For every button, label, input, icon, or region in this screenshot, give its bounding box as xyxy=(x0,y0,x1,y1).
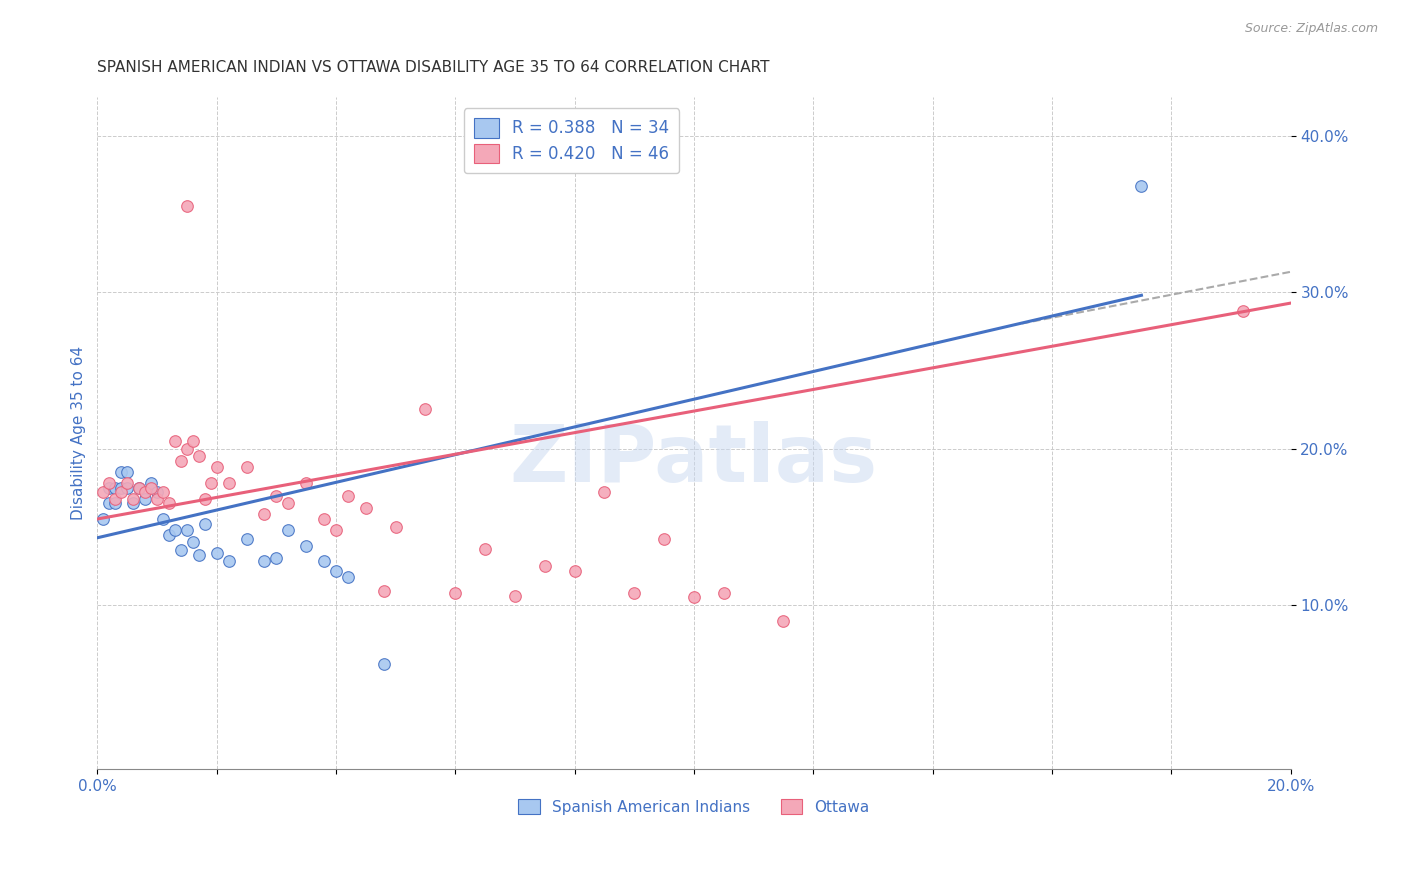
Point xyxy=(683,591,706,605)
Point xyxy=(564,564,586,578)
Point xyxy=(128,481,150,495)
Point xyxy=(157,496,180,510)
Point xyxy=(325,523,347,537)
Point xyxy=(152,512,174,526)
Point xyxy=(110,481,132,495)
Point xyxy=(98,475,121,490)
Point xyxy=(277,523,299,537)
Point xyxy=(205,546,228,560)
Point xyxy=(266,489,288,503)
Point xyxy=(91,485,114,500)
Point xyxy=(772,614,794,628)
Point xyxy=(176,442,198,456)
Point xyxy=(176,199,198,213)
Point xyxy=(146,485,169,500)
Point xyxy=(98,481,121,495)
Point xyxy=(218,554,240,568)
Point xyxy=(152,485,174,500)
Point xyxy=(336,570,359,584)
Point xyxy=(176,523,198,537)
Point xyxy=(134,485,156,500)
Point xyxy=(503,589,526,603)
Point xyxy=(194,516,217,531)
Point xyxy=(110,485,132,500)
Point xyxy=(295,475,318,490)
Point xyxy=(187,548,209,562)
Point xyxy=(128,481,150,495)
Point xyxy=(181,434,204,448)
Point xyxy=(533,558,555,573)
Point xyxy=(652,533,675,547)
Point xyxy=(253,554,276,568)
Text: Source: ZipAtlas.com: Source: ZipAtlas.com xyxy=(1244,22,1378,36)
Point xyxy=(134,491,156,506)
Text: SPANISH AMERICAN INDIAN VS OTTAWA DISABILITY AGE 35 TO 64 CORRELATION CHART: SPANISH AMERICAN INDIAN VS OTTAWA DISABI… xyxy=(97,60,770,75)
Legend: Spanish American Indians, Ottawa: Spanish American Indians, Ottawa xyxy=(510,791,877,822)
Point xyxy=(194,491,217,506)
Point xyxy=(200,475,222,490)
Point xyxy=(1130,178,1153,193)
Point xyxy=(277,496,299,510)
Point xyxy=(98,496,121,510)
Point xyxy=(104,491,127,506)
Point xyxy=(1232,304,1254,318)
Point xyxy=(593,485,616,500)
Point xyxy=(115,465,138,479)
Point xyxy=(235,533,257,547)
Point xyxy=(312,554,335,568)
Point xyxy=(218,475,240,490)
Point xyxy=(312,512,335,526)
Point xyxy=(104,481,127,495)
Point xyxy=(146,491,169,506)
Point xyxy=(415,402,437,417)
Point xyxy=(444,585,467,599)
Point xyxy=(187,450,209,464)
Point xyxy=(373,584,395,599)
Point xyxy=(295,539,318,553)
Y-axis label: Disability Age 35 to 64: Disability Age 35 to 64 xyxy=(72,346,86,520)
Point xyxy=(713,585,735,599)
Point xyxy=(235,460,257,475)
Point xyxy=(384,520,406,534)
Point xyxy=(336,489,359,503)
Point xyxy=(325,564,347,578)
Point xyxy=(266,551,288,566)
Point xyxy=(104,496,127,510)
Point xyxy=(474,541,496,556)
Point xyxy=(253,508,276,522)
Text: ZIPatlas: ZIPatlas xyxy=(510,421,879,499)
Point xyxy=(623,585,645,599)
Point xyxy=(170,543,193,558)
Point xyxy=(110,465,132,479)
Point xyxy=(139,481,162,495)
Point xyxy=(122,491,145,506)
Point xyxy=(122,496,145,510)
Point xyxy=(354,501,377,516)
Point xyxy=(157,527,180,541)
Point xyxy=(373,657,395,672)
Point xyxy=(115,475,138,490)
Point xyxy=(205,460,228,475)
Point xyxy=(163,523,186,537)
Point xyxy=(163,434,186,448)
Point xyxy=(91,512,114,526)
Point xyxy=(170,454,193,468)
Point xyxy=(139,475,162,490)
Point xyxy=(181,535,204,549)
Point xyxy=(115,481,138,495)
